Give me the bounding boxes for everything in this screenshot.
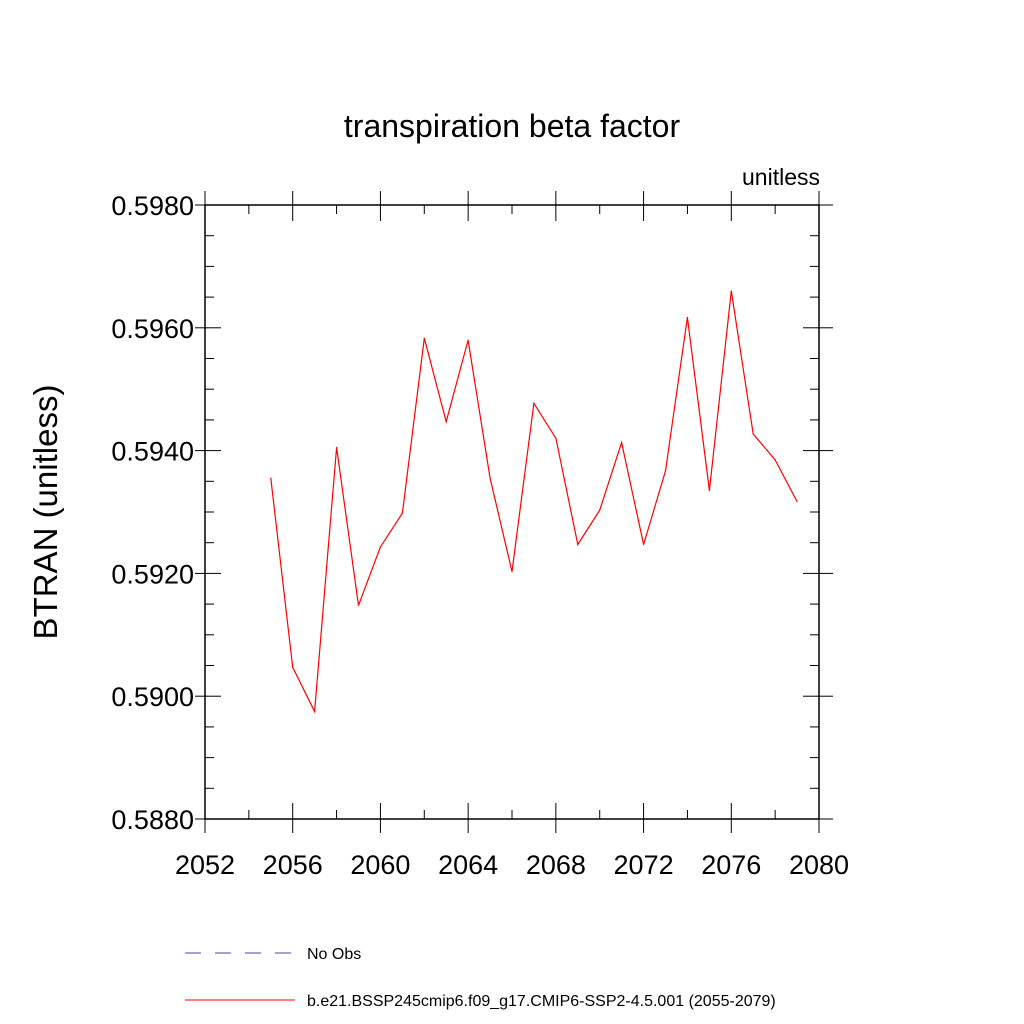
plot-area: 0.5880 0.5900 0.5920 0.5940 0.5960 0.5980 205… (111, 191, 849, 880)
x-tick-label: 2072 (614, 850, 674, 880)
data-point (774, 459, 776, 461)
data-point (292, 666, 294, 668)
data-point (642, 543, 645, 546)
x-tick-label: 2068 (526, 850, 586, 880)
data-point (445, 421, 447, 423)
data-point (467, 339, 469, 341)
data-point (599, 509, 601, 511)
legend-label-1: b.e21.BSSP245cmip6.f09_g17.CMIP6-SSP2-4.… (307, 993, 776, 1010)
y-tick-label: 0.5960 (111, 314, 194, 344)
data-point (357, 604, 360, 606)
data-point (314, 710, 316, 713)
series-layer (270, 290, 798, 714)
data-point (752, 433, 754, 435)
series-line-1 (270, 290, 798, 714)
data-point (270, 477, 272, 479)
y-axis: 0.5880 0.5900 0.5920 0.5940 0.5960 0.5980 (111, 191, 833, 835)
y-tick-label: 0.5900 (111, 682, 194, 712)
data-point (686, 316, 689, 318)
data-point (511, 570, 513, 573)
y-tick-label: 0.5980 (111, 191, 194, 221)
data-point (708, 489, 710, 492)
y-axis-label: BTRAN (unitless) (27, 385, 64, 640)
legend: No Obs b.e21.BSSP245cmip6.f09_g17.CMIP6-S… (185, 946, 776, 1010)
data-point (379, 546, 382, 548)
data-point (577, 543, 579, 546)
x-axis: 2052 2056 2060 2064 2068 2072 2076 2080 (175, 191, 849, 880)
data-point (730, 290, 732, 292)
plot-frame (204, 204, 820, 820)
data-point (489, 477, 491, 479)
x-tick-label: 2076 (701, 850, 761, 880)
data-point (664, 470, 667, 472)
x-tick-label: 2064 (438, 850, 498, 880)
y-tick-label: 0.5880 (111, 805, 194, 835)
units-label: unitless (742, 164, 820, 190)
x-tick-label: 2080 (789, 850, 849, 880)
data-point (621, 442, 623, 444)
x-tick-label: 2056 (263, 850, 323, 880)
x-tick-label: 2052 (175, 850, 235, 880)
y-tick-label: 0.5940 (111, 437, 194, 467)
data-point (335, 446, 338, 449)
legend-label-0: No Obs (307, 946, 361, 963)
chart-title: transpiration beta factor (344, 108, 681, 144)
data-point (533, 402, 535, 404)
data-point (796, 500, 798, 503)
y-tick-label: 0.5920 (111, 559, 194, 589)
data-point (401, 512, 403, 514)
data-point (423, 337, 425, 339)
data-point (555, 437, 557, 439)
x-tick-label: 2060 (350, 850, 410, 880)
